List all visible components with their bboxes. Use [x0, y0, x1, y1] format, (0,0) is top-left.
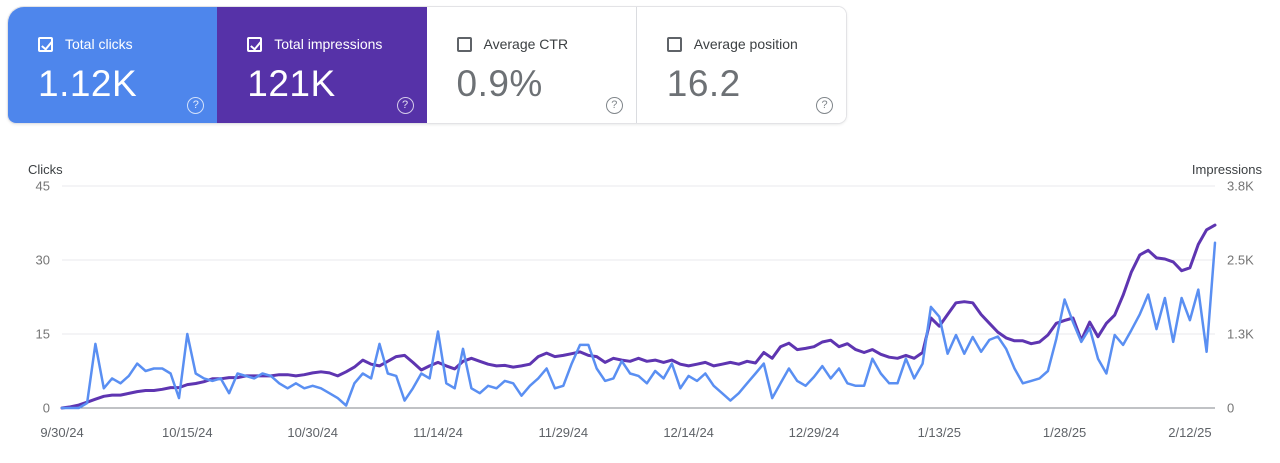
x-axis-date-label: 10/30/24: [287, 425, 338, 440]
metric-cards: Total clicks 1.12K ? Total impressions 1…: [8, 7, 846, 123]
help-icon[interactable]: ?: [605, 97, 623, 114]
right-axis-title: Impressions: [1192, 162, 1263, 177]
right-axis-tick: 2.5K: [1227, 253, 1254, 268]
help-icon[interactable]: ?: [816, 97, 833, 114]
metric-label: Total clicks: [65, 36, 133, 52]
left-axis-tick: 15: [36, 327, 50, 342]
metric-card-average-position[interactable]: Average position 16.2 ?: [635, 7, 846, 123]
right-axis-tick: 0: [1227, 401, 1234, 416]
checkbox-checked-icon[interactable]: [247, 36, 263, 52]
performance-chart[interactable]: 0 0 15 1.3K 30 2.5K 45 3.8K Clicks Impressions 9/3…: [0, 155, 1280, 458]
metric-value: 1.12K: [38, 63, 138, 104]
clicks-line[interactable]: [60, 241, 1217, 410]
x-axis-date-label: 1/13/25: [918, 425, 961, 440]
x-axis-date-label: 10/15/24: [162, 425, 213, 440]
x-axis-date-label: 11/29/24: [538, 425, 588, 440]
metric-value: 121K: [247, 63, 336, 104]
impressions-line[interactable]: [60, 223, 1217, 410]
metric-card-total-impressions[interactable]: Total impressions 121K ?: [217, 7, 427, 123]
left-axis-tick: 45: [36, 179, 50, 194]
x-axis-date-label: 11/14/24: [413, 425, 463, 440]
checkbox-unchecked-icon[interactable]: [666, 36, 682, 52]
metric-label: Average CTR: [483, 36, 569, 52]
x-axis-date-label: 2/12/25: [1168, 425, 1211, 440]
left-axis-title: Clicks: [28, 162, 63, 177]
metric-card-total-clicks[interactable]: Total clicks 1.12K ?: [8, 7, 218, 123]
right-axis-tick: 3.8K: [1227, 179, 1254, 194]
performance-chart-svg[interactable]: 0 0 15 1.3K 30 2.5K 45 3.8K Clicks Impressions 9/3…: [0, 155, 1280, 458]
help-icon[interactable]: ?: [396, 97, 414, 114]
help-icon[interactable]: ?: [187, 97, 205, 114]
x-axis-date-label: 12/14/24: [663, 425, 714, 440]
metric-card-average-ctr[interactable]: Average CTR 0.9% ?: [426, 7, 636, 123]
x-axis-date-label: 1/28/25: [1043, 425, 1086, 440]
x-axis-date-label: 12/29/24: [789, 425, 840, 440]
right-axis-tick: 1.3K: [1227, 327, 1254, 342]
metric-label: Total impressions: [274, 36, 383, 52]
left-axis-tick: 30: [36, 253, 50, 268]
metric-value: 16.2: [666, 63, 741, 104]
checkbox-unchecked-icon[interactable]: [456, 36, 472, 52]
metric-label: Average position: [693, 36, 798, 52]
left-axis-tick: 0: [43, 401, 50, 416]
checkbox-checked-icon[interactable]: [38, 36, 53, 52]
x-axis-date-label: 9/30/24: [40, 425, 83, 440]
metric-value: 0.9%: [456, 63, 543, 104]
